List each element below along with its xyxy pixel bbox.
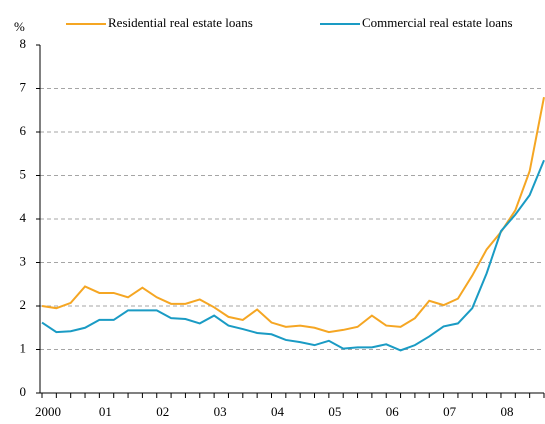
x-tick-label: 07 <box>443 404 457 419</box>
y-tick-label: 6 <box>20 123 27 138</box>
x-tick-label: 05 <box>328 404 341 419</box>
y-tick-label: 8 <box>20 36 27 51</box>
x-tick-label: 2000 <box>35 404 61 419</box>
y-tick-label: 3 <box>20 253 27 268</box>
x-tick-label: 03 <box>214 404 227 419</box>
y-axis-label: % <box>14 19 25 34</box>
x-tick-label: 02 <box>156 404 169 419</box>
legend-label: Residential real estate loans <box>108 15 253 30</box>
x-tick-label: 04 <box>271 404 285 419</box>
y-tick-label: 7 <box>20 79 27 94</box>
y-tick-label: 4 <box>20 210 27 225</box>
y-tick-label: 0 <box>20 384 27 399</box>
line-series <box>41 159 545 352</box>
x-tick-label: 08 <box>500 404 513 419</box>
legend-label: Commercial real estate loans <box>362 15 513 30</box>
line-series <box>41 97 545 334</box>
y-tick-label: 1 <box>20 340 27 355</box>
y-tick-label: 2 <box>20 297 27 312</box>
y-tick-label: 5 <box>20 166 27 181</box>
x-tick-label: 06 <box>386 404 400 419</box>
x-tick-label: 01 <box>99 404 112 419</box>
